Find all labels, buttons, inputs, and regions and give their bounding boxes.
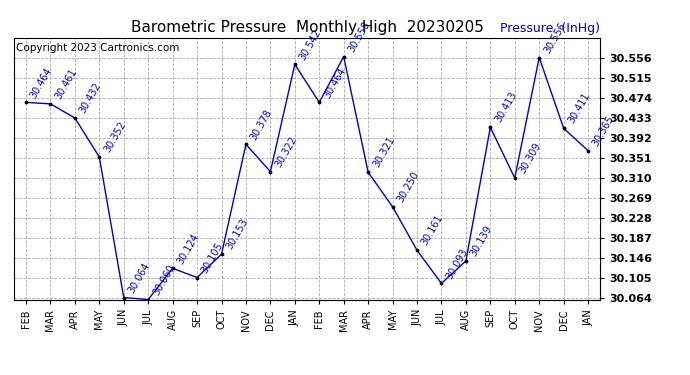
Text: 30.464: 30.464 — [322, 66, 348, 100]
Text: 30.309: 30.309 — [518, 141, 543, 175]
Text: Copyright 2023 Cartronics.com: Copyright 2023 Cartronics.com — [16, 43, 179, 53]
Text: 30.432: 30.432 — [78, 81, 104, 115]
Text: 30.124: 30.124 — [175, 231, 201, 266]
Text: 30.093: 30.093 — [444, 246, 470, 280]
Text: 30.060: 30.060 — [151, 262, 177, 297]
Text: 30.105: 30.105 — [200, 240, 226, 275]
Text: 30.556: 30.556 — [542, 20, 568, 55]
Text: 30.250: 30.250 — [395, 170, 421, 204]
Text: 30.352: 30.352 — [102, 120, 128, 154]
Text: 30.464: 30.464 — [29, 66, 55, 100]
Text: 30.139: 30.139 — [469, 224, 494, 258]
Text: 30.322: 30.322 — [273, 135, 299, 169]
Text: 30.542: 30.542 — [297, 27, 323, 62]
Text: 30.321: 30.321 — [371, 135, 397, 170]
Text: 30.558: 30.558 — [346, 20, 372, 54]
Text: 30.064: 30.064 — [126, 261, 152, 295]
Text: 30.411: 30.411 — [566, 92, 592, 126]
Text: 30.461: 30.461 — [53, 67, 79, 101]
Text: Pressure  (InHg): Pressure (InHg) — [500, 22, 600, 35]
Text: 30.365: 30.365 — [591, 114, 616, 148]
Text: 30.378: 30.378 — [248, 107, 274, 142]
Text: 30.153: 30.153 — [224, 217, 250, 251]
Text: 30.161: 30.161 — [420, 213, 445, 248]
Text: 30.413: 30.413 — [493, 90, 519, 124]
Title: Barometric Pressure  Monthly High  20230205: Barometric Pressure Monthly High 2023020… — [130, 20, 484, 35]
